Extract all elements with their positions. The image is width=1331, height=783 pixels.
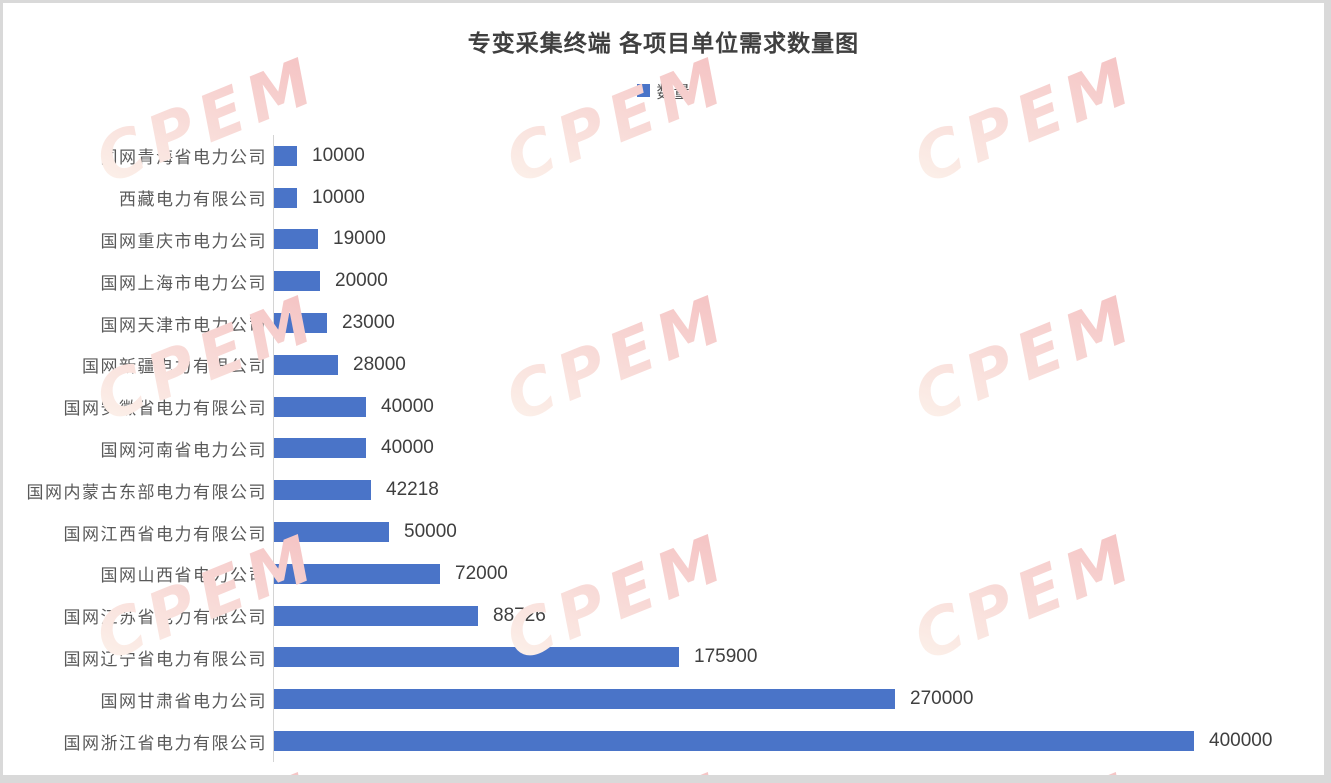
bar-row: 国网天津市电力公司 23000 (3, 302, 1324, 344)
bar[interactable] (274, 229, 318, 250)
bar-track: 175900 (274, 646, 757, 668)
value-label: 175900 (694, 646, 758, 668)
category-label: 国网山西省电力公司 (100, 566, 267, 586)
bar[interactable] (274, 731, 1194, 752)
bar[interactable] (274, 563, 440, 584)
bar-track: 50000 (274, 521, 457, 543)
category-label: 国网天津市电力公司 (100, 315, 267, 335)
value-label: 10000 (312, 144, 365, 166)
category-label: 国网内蒙古东部电力有限公司 (26, 482, 267, 502)
value-label: 42218 (386, 479, 439, 501)
bar[interactable] (274, 522, 389, 543)
bar-track: 19000 (274, 228, 386, 250)
bar-track: 42218 (274, 479, 439, 501)
bar-row: 国网甘肃省电力公司 270000 (3, 678, 1324, 720)
bar-row: 国网新疆电力有限公司 28000 (3, 344, 1324, 386)
value-label: 10000 (312, 186, 365, 208)
value-label: 40000 (381, 395, 434, 417)
bar-track: 40000 (274, 437, 434, 459)
value-label: 20000 (335, 270, 388, 292)
category-label: 国网安徽省电力有限公司 (63, 399, 267, 419)
value-label: 400000 (1209, 730, 1273, 752)
bar-row: 国网江苏省电力有限公司 88726 (3, 595, 1324, 637)
bar-track: 40000 (274, 396, 434, 418)
value-label: 50000 (404, 521, 457, 543)
category-label: 国网甘肃省电力公司 (100, 691, 267, 711)
bar-rows: 国网青海省电力公司 10000 西藏电力有限公司 10000 国网重庆市电力公司… (3, 135, 1324, 762)
category-label: 国网重庆市电力公司 (100, 231, 267, 251)
bar-row: 国网重庆市电力公司 19000 (3, 219, 1324, 261)
bar-track: 88726 (274, 605, 546, 627)
bar-track: 28000 (274, 354, 406, 376)
bar-row: 国网江西省电力有限公司 50000 (3, 511, 1324, 553)
bar[interactable] (274, 480, 371, 501)
category-label: 国网上海市电力公司 (100, 273, 267, 293)
bar-track: 20000 (274, 270, 388, 292)
bar[interactable] (274, 271, 320, 292)
bar-track: 23000 (274, 312, 395, 334)
bar[interactable] (274, 313, 327, 334)
bar[interactable] (274, 647, 679, 668)
bar[interactable] (274, 145, 297, 166)
category-label: 国网江西省电力有限公司 (63, 524, 267, 544)
bar[interactable] (274, 396, 366, 417)
legend-series-label: 数量 (656, 83, 691, 102)
bar[interactable] (274, 605, 478, 626)
value-label: 28000 (353, 353, 406, 375)
value-label: 72000 (455, 562, 508, 584)
bar-track: 270000 (274, 688, 973, 710)
category-label: 国网江苏省电力有限公司 (63, 608, 267, 628)
category-label: 国网辽宁省电力有限公司 (63, 649, 267, 669)
bar-row: 国网上海市电力公司 20000 (3, 260, 1324, 302)
category-label: 国网浙江省电力有限公司 (63, 733, 267, 753)
chart-title: 专变采集终端 各项目单位需求数量图 (467, 30, 860, 56)
value-label: 19000 (333, 228, 386, 250)
value-label: 88726 (493, 604, 546, 626)
bar-track: 400000 (274, 730, 1272, 752)
bar-chart-plot: 国网青海省电力公司 10000 西藏电力有限公司 10000 国网重庆市电力公司… (3, 135, 1324, 762)
bar-track: 10000 (274, 145, 365, 167)
bar[interactable] (274, 689, 895, 710)
bar-row: 国网浙江省电力有限公司 400000 (3, 720, 1324, 762)
bar-row: 国网辽宁省电力有限公司 175900 (3, 637, 1324, 679)
bar-track: 72000 (274, 563, 508, 585)
category-label: 国网青海省电力公司 (100, 148, 267, 168)
bar-row: 西藏电力有限公司 10000 (3, 177, 1324, 219)
category-axis-line (273, 135, 274, 762)
bar-row: 国网内蒙古东部电力有限公司 42218 (3, 469, 1324, 511)
bar[interactable] (274, 438, 366, 459)
bar-row: 国网山西省电力公司 72000 (3, 553, 1324, 595)
category-label: 国网河南省电力公司 (100, 440, 267, 460)
value-label: 40000 (381, 437, 434, 459)
bar-track: 10000 (274, 187, 365, 209)
bar-row: 国网青海省电力公司 10000 (3, 135, 1324, 177)
bar-row: 国网河南省电力公司 40000 (3, 428, 1324, 470)
bar[interactable] (274, 187, 297, 208)
value-label: 270000 (910, 688, 974, 710)
legend-marker-icon (636, 84, 650, 97)
bar-row: 国网安徽省电力有限公司 40000 (3, 386, 1324, 428)
bar[interactable] (274, 354, 338, 375)
value-label: 23000 (342, 312, 395, 334)
category-label: 国网新疆电力有限公司 (82, 357, 267, 377)
legend[interactable]: 数量 (3, 78, 1324, 103)
category-label: 西藏电力有限公司 (119, 190, 267, 210)
